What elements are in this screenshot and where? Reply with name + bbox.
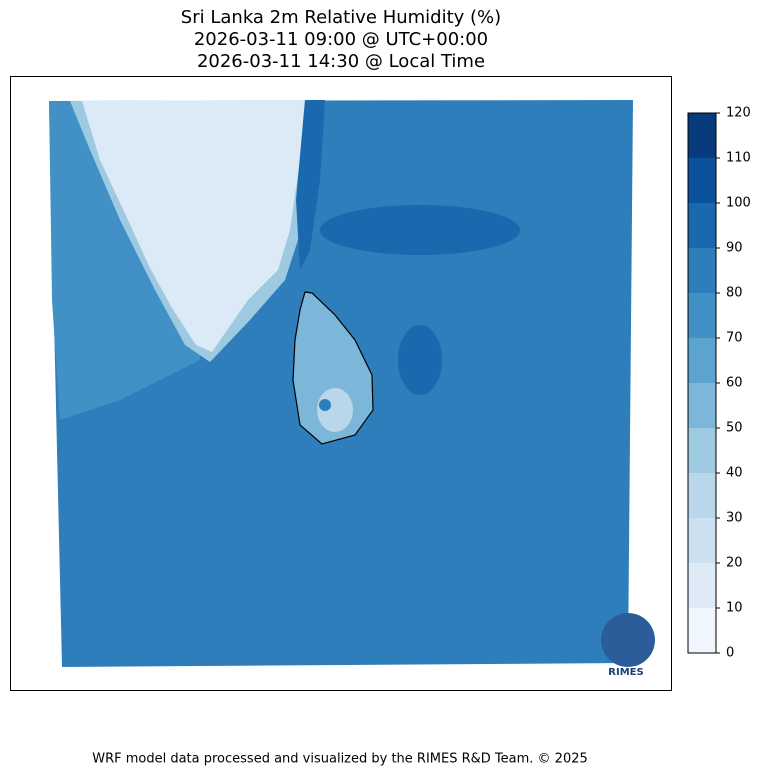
colorbar-segment <box>688 338 716 383</box>
colorbar-segment <box>688 608 716 653</box>
colorbar-segment <box>688 113 716 158</box>
colorbar-segment <box>688 158 716 203</box>
tick-label: 0 <box>726 646 734 661</box>
sri-lanka <box>292 291 374 445</box>
logo-emblem <box>601 613 655 667</box>
colorbar-segment <box>688 518 716 563</box>
title-line: Sri Lanka 2m Relative Humidity (%) <box>181 7 501 28</box>
humidity-zone <box>296 100 325 270</box>
title-line: 2026-03-11 09:00 @ UTC+00:00 <box>194 29 488 50</box>
colorbar-segment <box>688 383 716 428</box>
tick-label: 40 <box>726 466 743 481</box>
tick-label: 60 <box>726 376 743 391</box>
humidity-zone <box>49 101 200 420</box>
tick-label: 110 <box>726 151 751 166</box>
colorbar: 0 10 20 30 40 50 60 70 80 90 100 110 120 <box>687 106 751 661</box>
title-line: 2026-03-11 14:30 @ Local Time <box>197 51 485 72</box>
logo-text: RIMES <box>608 667 643 678</box>
tick-label: 10 <box>726 601 743 616</box>
tick-label: 30 <box>726 511 743 526</box>
colorbar-segment <box>688 473 716 518</box>
humidity-zone <box>317 388 353 432</box>
tick-label: 120 <box>726 106 751 121</box>
colorbar-segment <box>688 203 716 248</box>
footer: WRF model data processed and visualized … <box>92 752 588 767</box>
tick-label: 50 <box>726 421 743 436</box>
colorbar-segment <box>688 293 716 338</box>
tick-label: 100 <box>726 196 751 211</box>
humidity-zone <box>398 325 442 395</box>
colorbar-segment <box>688 428 716 473</box>
map: RIMES <box>10 76 672 691</box>
colorbar-segment <box>688 563 716 608</box>
tick-label: 90 <box>726 241 743 256</box>
tick-label: 20 <box>726 556 743 571</box>
humidity-zone <box>82 100 305 352</box>
colorbar-segment <box>688 248 716 293</box>
humidity-zone <box>320 205 520 255</box>
tick-label: 80 <box>726 286 743 301</box>
tick-label: 70 <box>726 331 743 346</box>
humidity-zone <box>319 399 331 411</box>
